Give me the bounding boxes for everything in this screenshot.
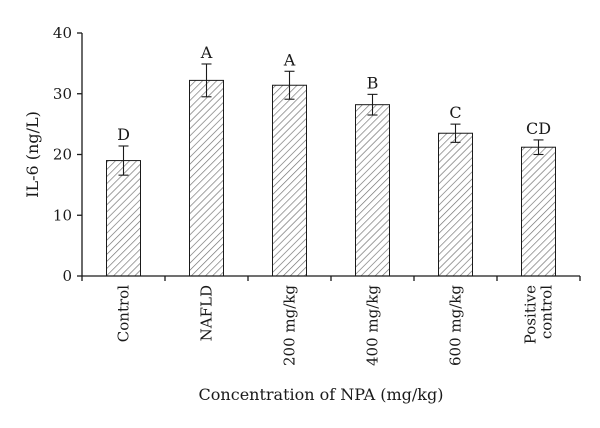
y-axis-title: IL-6 (ng/L) bbox=[23, 111, 42, 198]
y-tick-label: 0 bbox=[62, 267, 72, 285]
x-tick-label-line: 400 mg/kg bbox=[364, 285, 382, 366]
y-tick-label: 20 bbox=[53, 146, 72, 164]
error-bars-group bbox=[118, 63, 544, 176]
error-bar-4 bbox=[367, 93, 378, 116]
x-tick-label-3: 200 mg/kg bbox=[281, 285, 299, 366]
y-tick-label: 30 bbox=[53, 85, 72, 103]
x-tick-label-line: 200 mg/kg bbox=[281, 285, 299, 366]
error-bar-2 bbox=[201, 63, 212, 98]
significance-label-4: B bbox=[367, 73, 379, 92]
x-tick-label-4: 400 mg/kg bbox=[364, 285, 382, 366]
y-tick-label: 10 bbox=[53, 206, 72, 224]
x-axis-title: Concentration of NPA (mg/kg) bbox=[199, 385, 444, 404]
significance-label-6: CD bbox=[526, 119, 551, 138]
bar-3 bbox=[272, 84, 307, 277]
x-tick-label-6: Positivecontrol bbox=[522, 285, 556, 344]
x-tick-label-line: 600 mg/kg bbox=[447, 285, 465, 366]
bars-group bbox=[106, 79, 556, 277]
x-tick-label-5: 600 mg/kg bbox=[447, 285, 465, 366]
error-bar-6 bbox=[533, 139, 544, 156]
y-tick-label: 40 bbox=[53, 24, 72, 42]
bar-6 bbox=[521, 146, 556, 277]
x-axis: Control NAFLD 200 mg/kg 400 mg/kg 600 mg/kg P… bbox=[81, 275, 581, 366]
x-tick-label-line: Control bbox=[115, 285, 133, 342]
bar-5 bbox=[438, 132, 473, 277]
x-tick-label-line: Positive bbox=[522, 285, 540, 344]
x-tick-label-line: NAFLD bbox=[198, 285, 216, 341]
significance-label-5: C bbox=[449, 103, 461, 122]
significance-label-2: A bbox=[200, 43, 213, 62]
x-tick-label-line: control bbox=[538, 285, 556, 339]
significance-label-1: D bbox=[117, 125, 130, 144]
significance-labels-group: D A A B C CD bbox=[117, 43, 551, 144]
error-bar-3 bbox=[284, 70, 295, 100]
error-bar-1 bbox=[118, 145, 129, 176]
error-bar-5 bbox=[450, 123, 461, 143]
y-axis: 0 10 20 30 40 bbox=[53, 24, 83, 285]
bar-1 bbox=[106, 160, 141, 277]
significance-label-3: A bbox=[283, 50, 296, 69]
x-tick-label-2: NAFLD bbox=[198, 285, 216, 341]
bar-2 bbox=[189, 79, 224, 277]
bar-4 bbox=[355, 104, 390, 277]
x-tick-label-1: Control bbox=[115, 285, 133, 342]
